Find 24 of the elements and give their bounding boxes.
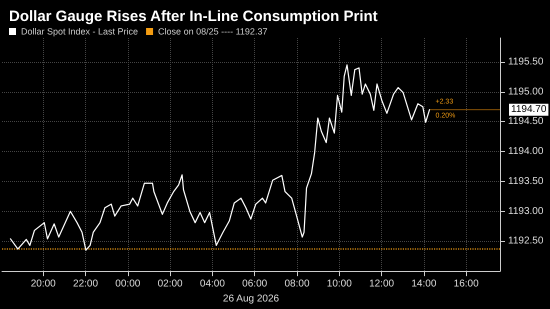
x-axis-title: 26 Aug 2026 [222,294,280,304]
x-tick-label: 12:00 [369,278,395,290]
x-tick-label: 06:00 [242,278,268,290]
x-tick-label: 10:00 [326,278,352,290]
y-tick-label: 1194.00 [508,146,544,158]
ref-line-label: 1194.70 [511,104,547,116]
x-tick-label: 16:00 [454,278,480,290]
legend-label: Dollar Spot Index - Last Price [21,26,138,36]
x-tick-label: 08:00 [284,278,310,290]
legend-label: Close on 08/25 ---- 1192.37 [158,26,268,36]
y-tick-label: 1192.50 [508,236,544,247]
chart-title: Dollar Gauge Rises After In-Line Consumption Print [9,8,378,25]
y-tick-label: 1194.50 [508,116,544,128]
x-tick-label: 14:00 [411,278,437,290]
line-series [10,64,430,251]
x-tick-label: 02:00 [158,278,184,290]
x-tick-label: 00:00 [115,278,141,290]
y-tick-label: 1195.50 [508,56,544,68]
y-tick-label: 1193.50 [508,176,544,187]
x-tick-label: 04:00 [200,278,226,290]
x-tick-label: 20:00 [30,278,56,290]
y-tick-label: 1193.00 [508,206,544,217]
x-tick-label: 22:00 [73,278,98,290]
y-tick-label: 1195.00 [508,86,544,98]
